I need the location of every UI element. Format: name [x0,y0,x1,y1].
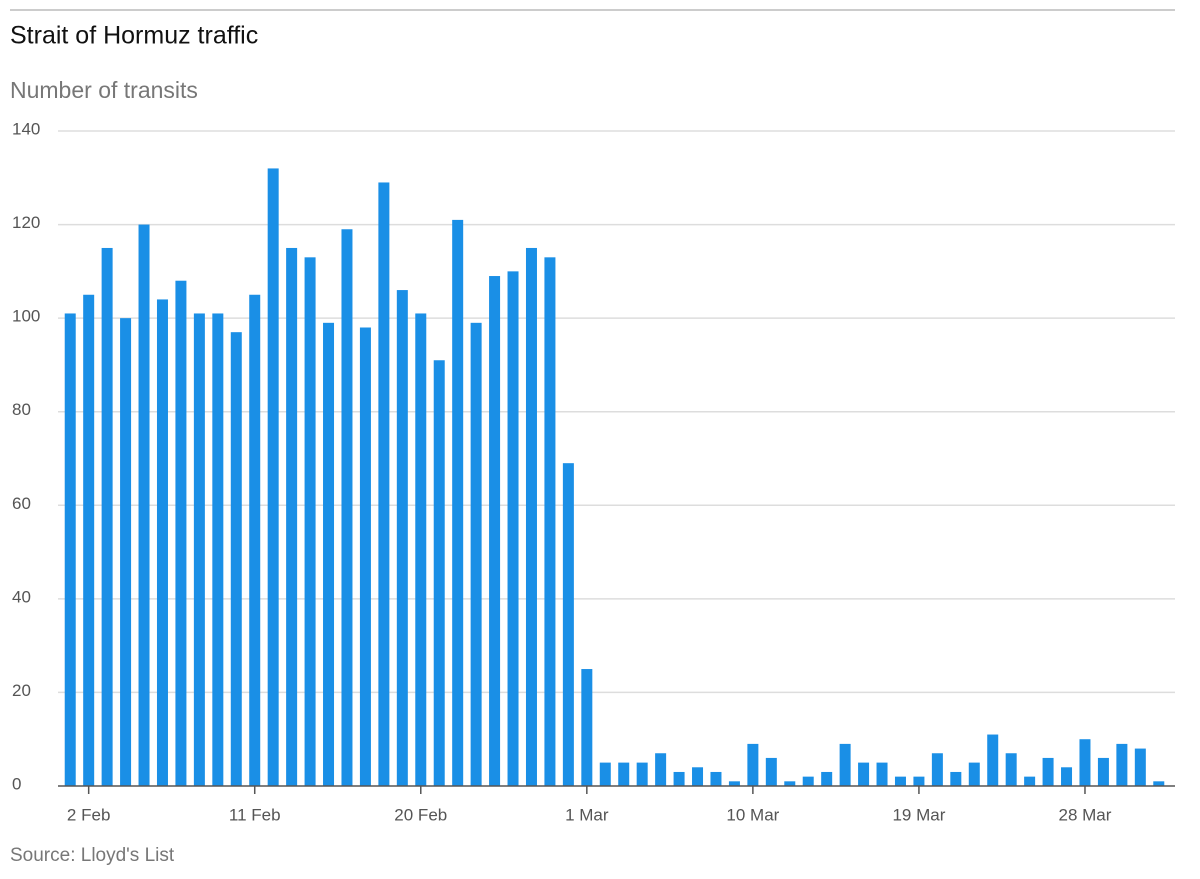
bar [396,290,408,786]
bar [120,318,132,786]
bar [858,762,870,786]
bar [64,313,76,786]
bar [83,294,95,786]
x-tick-label: 1 Mar [565,805,609,824]
bar [230,332,242,786]
bar [286,247,298,786]
bar [1097,757,1109,786]
bar [267,168,279,786]
chart-subtitle: Number of transits [10,77,198,103]
y-tick-label: 120 [12,213,40,232]
bar [359,327,371,786]
bar [341,229,353,786]
bar [304,257,316,787]
y-tick-label: 60 [12,494,31,513]
y-tick-label: 100 [12,307,40,326]
bar [101,247,113,786]
bar [1061,767,1073,786]
bar [1134,748,1146,786]
bar [876,762,888,786]
bar [636,762,648,786]
y-tick-label: 80 [12,400,31,419]
bar [1005,753,1017,786]
bar [544,257,556,787]
bar [599,762,611,786]
x-tick-label: 2 Feb [67,805,110,824]
bar [562,463,574,786]
bar [323,322,335,786]
bar [1024,776,1036,786]
bar [212,313,224,786]
bar [655,753,667,786]
bar [156,299,168,786]
bar [1079,739,1091,786]
bar [618,762,630,786]
x-tick-label: 20 Feb [394,805,447,824]
y-tick-label: 0 [12,774,21,793]
bar [894,776,906,786]
y-tick-label: 40 [12,587,31,606]
bar [728,781,740,786]
bar [193,313,205,786]
bar [249,294,261,786]
bar [710,771,722,786]
chart-title: Strait of Hormuz traffic [10,22,258,50]
x-tick-label: 28 Mar [1059,805,1112,824]
bar [433,360,445,786]
bar [950,771,962,786]
bar [470,322,482,786]
x-tick-label: 11 Feb [229,805,281,824]
bar [673,771,685,786]
bar [1116,743,1128,786]
bar [525,247,537,786]
bar [415,313,427,786]
bar [175,280,187,786]
bar [747,743,759,786]
bar [784,781,796,786]
bar [968,762,980,786]
bar [765,757,777,786]
bar [138,224,150,787]
bar [839,743,851,786]
bar [913,776,925,786]
bar [1042,757,1054,786]
bar [581,669,593,786]
bar [931,753,943,786]
bar [507,271,519,786]
bar [987,734,999,786]
bar [692,767,704,786]
bar [1153,781,1165,786]
bar [378,182,390,786]
x-tick-label: 10 Mar [726,805,779,824]
bar [489,276,501,786]
bar [802,776,814,786]
source: Source: Lloyd's List [10,845,175,866]
bar [821,771,833,786]
bar [452,219,464,787]
y-tick-label: 140 [12,119,40,138]
x-tick-label: 19 Mar [892,805,945,824]
y-tick-label: 20 [12,681,31,700]
